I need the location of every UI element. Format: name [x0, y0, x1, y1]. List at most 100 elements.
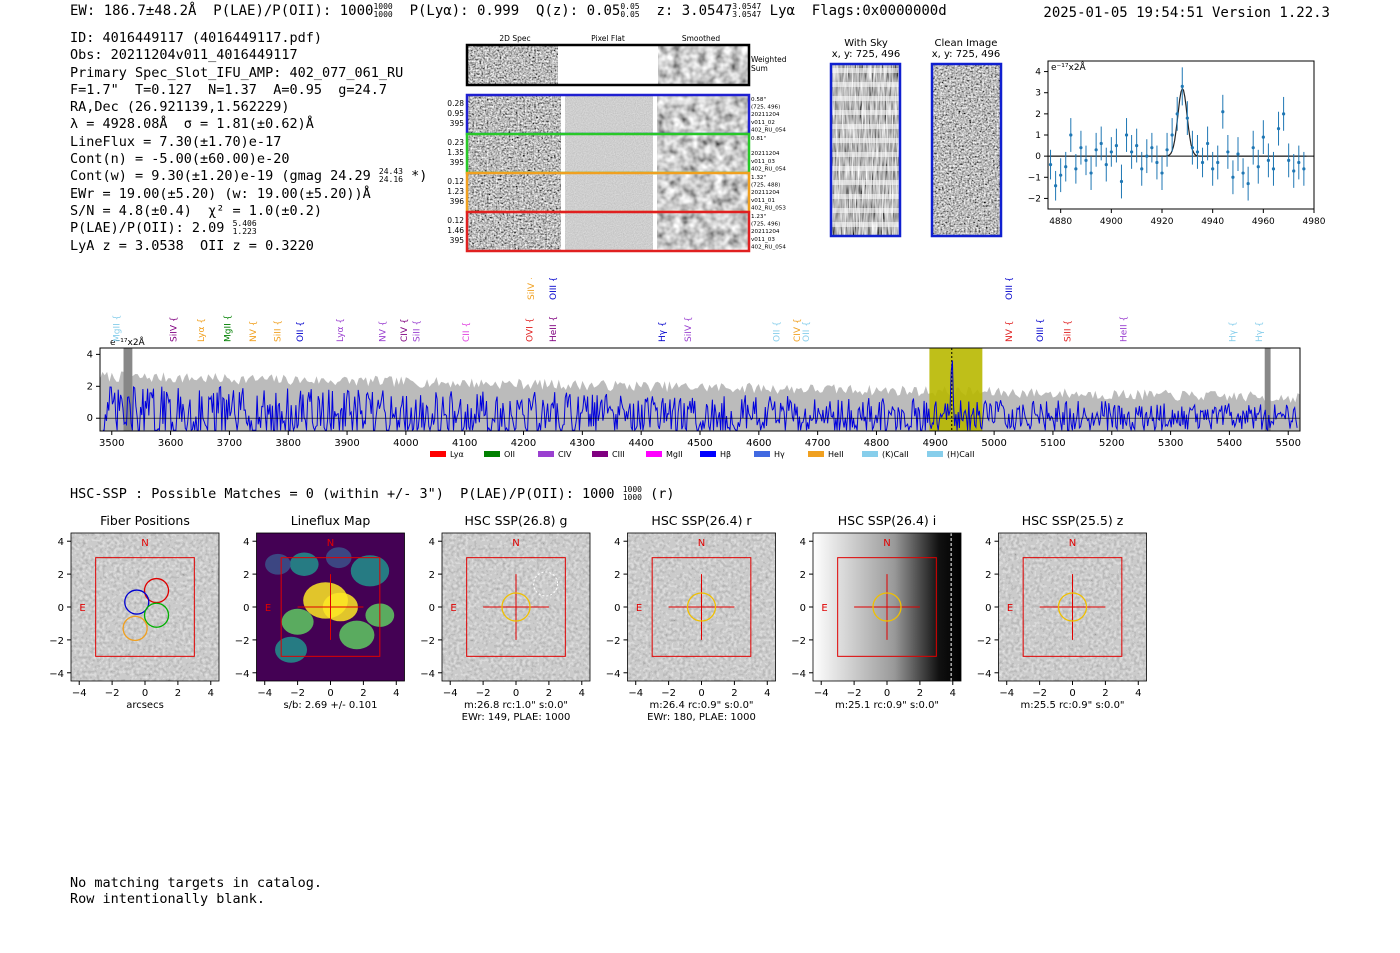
zoom-ytick-label: 4 — [1035, 68, 1041, 78]
info-lyaz: LyA z = 3.0538 OII z = 0.3220 — [70, 237, 314, 254]
hsc-ytick-label: −4 — [606, 669, 621, 680]
hsc-xtick-label: 4 — [579, 688, 585, 699]
cutout-smoothed — [657, 96, 748, 133]
legend-swatch — [808, 451, 824, 457]
info-id: ID: 4016449117 (4016449117.pdf) — [70, 30, 322, 46]
hsc-xtick-label: −2 — [847, 688, 862, 699]
hsc-caption-1: s/b: 2.69 +/- 0.101 — [283, 700, 377, 711]
zoom-xtick-label: 4920 — [1151, 217, 1174, 227]
cutout-right-label: v011_03 — [751, 159, 775, 165]
spectrum-mask-left — [123, 348, 133, 431]
spectrum-line-marker: HeII { — [549, 316, 559, 342]
spectrum-xtick-label: 4200 — [511, 438, 536, 449]
spectrum-mask-right — [1264, 348, 1271, 431]
cutout-pixel-flat — [565, 135, 653, 172]
hsc-xtick-label: 0 — [327, 688, 333, 699]
spectrum-line-marker: OII { — [296, 321, 306, 342]
hsc-caption-1: m:25.1 rc:0.9" s:0.0" — [835, 700, 939, 711]
compass-north: N — [512, 538, 519, 549]
hsc-ytick-label: −4 — [791, 669, 806, 680]
hsc-ytick-label: 0 — [614, 603, 620, 614]
spectrum-line-marker: OII { — [802, 321, 812, 342]
spectrum-xtick-label: 4700 — [805, 438, 830, 449]
hsc-ytick-label: −2 — [235, 636, 250, 647]
zoom-data-point — [1104, 163, 1108, 167]
hsc-xtick-label: −4 — [257, 688, 272, 699]
zoom-data-point — [1064, 165, 1068, 169]
datetime-version: 2025-01-05 19:54:51 Version 1.22.3 — [1043, 5, 1330, 21]
sky-line-band — [832, 110, 899, 115]
spectrum-xtick-label: 4500 — [687, 438, 712, 449]
info-plae: P(LAE)/P(OII): 2.09 5.406 1.223 — [70, 219, 257, 237]
cutout-left-label: 395 — [450, 158, 465, 167]
hsc-xtick-label: 4 — [950, 688, 956, 699]
zoom-ytick-label: 3 — [1035, 89, 1041, 99]
zoom-data-point — [1266, 158, 1270, 162]
zoom-data-point — [1236, 152, 1240, 156]
spectrum-line-marker: CII { — [462, 322, 472, 342]
spectrum-xtick-label: 5200 — [1099, 438, 1124, 449]
hsc-ytick-label: 0 — [985, 603, 991, 614]
footer-line-2: Row intentionally blank. — [70, 890, 266, 907]
aperture-circle — [501, 592, 531, 622]
hsc-ytick-label: 4 — [58, 537, 64, 548]
hsc-ytick-label: 0 — [58, 603, 64, 614]
cutout-right-label: 1.32" — [751, 175, 766, 181]
spectrum-xtick-label: 4100 — [452, 438, 477, 449]
hsc-xtick-label: 0 — [884, 688, 890, 699]
legend-label: CIII — [612, 450, 625, 459]
hsc-panel: HSC SSP(26.4) r N E −4 −4 −2 −2 0 0 2 2 4 4 m:26.4 rc… — [606, 513, 776, 723]
hsc-ytick-label: 4 — [985, 537, 991, 548]
zoom-data-point — [1231, 175, 1235, 179]
spectrum-xtick-label: 4900 — [923, 438, 948, 449]
hsc-ytick-label: 0 — [243, 603, 249, 614]
spectrum-line-marker: NV { — [1005, 321, 1015, 342]
spectrum-line-marker: SiII { — [412, 320, 422, 342]
hsc-xtick-label: 0 — [142, 688, 148, 699]
spectrum-line-marker: SiII { — [274, 320, 284, 342]
hsc-aperture-box — [95, 557, 195, 657]
spectrum-line-marker: HeII { — [1120, 316, 1130, 342]
hsc-xtick-label: 0 — [698, 688, 704, 699]
hsc-ytick-label: −2 — [791, 636, 806, 647]
zoom-plot-area — [1047, 60, 1315, 210]
compass-east: E — [1007, 603, 1013, 614]
zoom-data-point — [1079, 146, 1083, 150]
legend-label: Hβ — [720, 450, 731, 459]
qz-range: 0.05 0.05 — [620, 2, 640, 19]
datetime: 2025-01-05 19:54:51 — [1043, 5, 1204, 21]
zoom-data-point — [1185, 116, 1189, 120]
cutout-right-label: (725, 496) — [751, 222, 780, 228]
zoom-data-point — [1165, 148, 1169, 152]
legend-swatch — [430, 451, 446, 457]
hsc-ytick-label: −2 — [420, 636, 435, 647]
cutout-smoothed — [657, 174, 748, 211]
version: Version 1.22.3 — [1211, 5, 1330, 21]
fiber-circle — [124, 589, 150, 615]
hsc-ytick-label: 0 — [800, 603, 806, 614]
info-ewr: EWr = 19.00(±5.20) (w: 19.00(±5.20))Å — [70, 185, 371, 202]
legend-label: OII — [504, 450, 515, 459]
hsc-caption-2: EWr: 180, PLAE: 1000 — [647, 712, 756, 723]
p-lya: P(Lyα): 0.999 — [409, 3, 520, 19]
zoom-data-point — [1140, 167, 1144, 171]
cutout-left-label: 1.46 — [447, 226, 464, 235]
zoom-data-point — [1048, 163, 1053, 167]
spectrum-line-marker: NV { — [378, 321, 388, 342]
zoom-data-point — [1276, 127, 1281, 131]
hsc-panel: Fiber Positions N E −4 −4 −2 −2 0 0 2 2 4 4 arcsecs — [49, 513, 220, 711]
info-contw: Cont(w) = 9.30(±1.20)e-19 (gmag 24.29 24… — [70, 167, 428, 185]
footer-notes: No matching targets in catalog. Row inte… — [70, 875, 322, 907]
hsc-xtick-label: 0 — [513, 688, 519, 699]
zoom-data-point — [1216, 160, 1220, 165]
line-id: Lyα — [769, 3, 795, 19]
zoom-data-point — [1135, 143, 1139, 148]
zoom-unit-label: e⁻¹⁷x2Å — [1051, 61, 1087, 73]
cutout-left-label: 0.28 — [447, 99, 464, 108]
spectrum-xtick-label: 3800 — [276, 438, 301, 449]
lineflux-blob — [350, 555, 390, 587]
cutout-right-label: 402_RU_054 — [751, 244, 786, 250]
hsc-noise-image — [71, 533, 219, 681]
sum-label: Sum — [751, 64, 768, 73]
